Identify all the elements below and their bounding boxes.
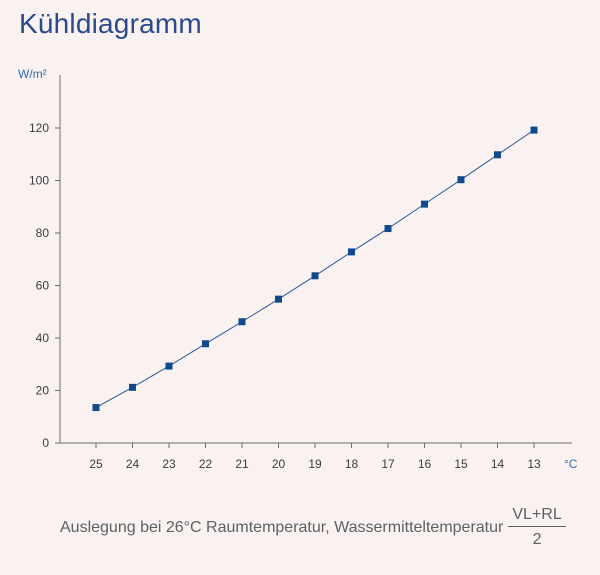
data-point xyxy=(457,176,465,184)
y-tick-label: 20 xyxy=(36,384,50,398)
x-tick-label: 23 xyxy=(162,457,176,471)
data-point xyxy=(421,200,428,208)
x-tick-label: 25 xyxy=(89,457,103,471)
x-tick-label: 14 xyxy=(491,457,505,471)
data-point xyxy=(348,248,355,256)
x-tick-label: 22 xyxy=(199,457,213,471)
data-point xyxy=(129,383,136,391)
series-markers xyxy=(92,126,538,412)
cooling-chart: W/m² °C 0 20 40 60 80 100 120 25 24 23 22 21 20 19 18… xyxy=(18,67,578,471)
data-point xyxy=(494,151,501,159)
data-point xyxy=(92,404,100,412)
x-tick-label: 18 xyxy=(345,457,359,471)
y-tick-label: 60 xyxy=(36,279,50,293)
data-point xyxy=(165,362,173,370)
caption-fraction: VL+RL 2 xyxy=(508,506,566,549)
y-tick-label: 0 xyxy=(42,436,49,450)
y-tick-label: 120 xyxy=(29,121,49,135)
x-tick-label: 15 xyxy=(454,457,468,471)
fraction-numerator: VL+RL xyxy=(508,506,566,527)
chart-caption: Auslegung bei 26°C Raumtemperatur, Wasse… xyxy=(60,506,566,549)
y-tick-label: 40 xyxy=(36,331,50,345)
chart-title: Kühldiagramm xyxy=(19,8,202,39)
caption-text: Auslegung bei 26°C Raumtemperatur, Wasse… xyxy=(60,518,504,536)
x-tick-label: 20 xyxy=(272,457,286,471)
y-axis-unit: W/m² xyxy=(18,67,47,81)
x-tick-label: 19 xyxy=(308,457,322,471)
data-point xyxy=(384,225,392,233)
data-point xyxy=(530,126,538,134)
data-point xyxy=(275,295,282,303)
x-tick-label: 17 xyxy=(381,457,395,471)
y-tick-label: 80 xyxy=(36,226,50,240)
x-tick-label: 16 xyxy=(418,457,432,471)
x-tick-label: 13 xyxy=(527,457,541,471)
x-tick-label: 24 xyxy=(126,457,140,471)
series-line xyxy=(95,129,535,408)
data-point xyxy=(238,318,246,326)
x-axis-unit: °C xyxy=(564,457,578,471)
data-point xyxy=(202,340,209,348)
y-ticks: 0 20 40 60 80 100 120 xyxy=(29,121,60,450)
y-tick-label: 100 xyxy=(29,174,49,188)
fraction-denominator: 2 xyxy=(532,531,542,548)
x-tick-label: 21 xyxy=(235,457,249,471)
x-ticks: 25 24 23 22 21 20 19 18 17 16 15 14 13 xyxy=(89,443,541,471)
data-point xyxy=(311,272,319,280)
